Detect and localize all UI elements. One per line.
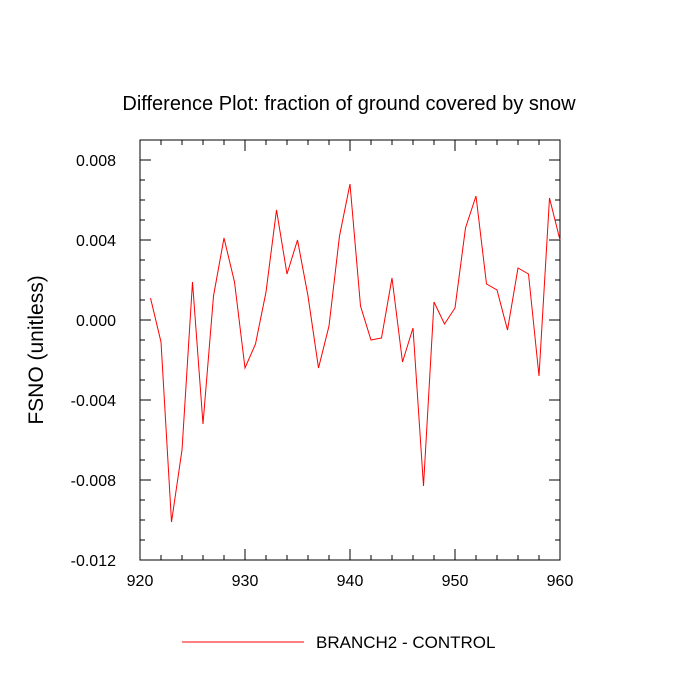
legend-label: BRANCH2 - CONTROL <box>316 633 495 652</box>
x-tick-label: 940 <box>337 573 364 590</box>
y-tick-label: -0.008 <box>71 473 116 490</box>
y-tick-label: -0.012 <box>71 553 116 570</box>
series-line <box>150 183 561 523</box>
y-tick-label: 0.004 <box>76 233 116 250</box>
y-tick-label: 0.008 <box>76 153 116 170</box>
chart-title: Difference Plot: fraction of ground cove… <box>122 93 576 115</box>
legend: BRANCH2 - CONTROL <box>182 633 495 652</box>
plot-frame <box>139 139 561 561</box>
x-tick-label: 920 <box>127 573 154 590</box>
x-tick-label: 930 <box>232 573 259 590</box>
plot-area: 920 930 940 950 960 -0.012 -0.008 -0.004 0.000 0.… <box>71 139 574 590</box>
x-tick-label: 950 <box>442 573 469 590</box>
y-tick-label: 0.000 <box>76 313 116 330</box>
x-tick-label: 960 <box>547 573 574 590</box>
y-tick-label: -0.004 <box>71 393 116 410</box>
y-axis-label: FSNO (unitless) <box>25 275 48 424</box>
